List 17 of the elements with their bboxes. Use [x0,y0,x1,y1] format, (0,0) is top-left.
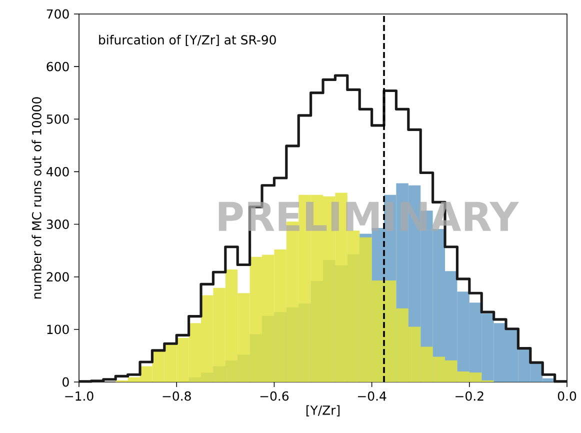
y-tick-label: 500 [46,114,69,124]
x-tick-label: −0.6 [260,391,289,401]
y-tick-label: 0 [62,377,69,387]
x-tick-label: −0.2 [456,391,484,401]
y-axis-title: number of MC runs out of 10000 [32,97,42,298]
x-tick-label: 0.0 [558,391,576,401]
x-tick-label: −1.0 [65,391,94,401]
x-axis-title: [Y/Zr] [306,405,340,416]
y-tick-label: 700 [46,9,69,19]
y-tick-label: 300 [46,220,69,229]
x-tick-label: −0.4 [358,391,386,401]
y-tick-label: 600 [46,62,69,72]
x-tick-label: −0.8 [162,391,191,401]
y-tick-label: 100 [47,324,69,334]
y-tick-label: 400 [46,166,69,176]
annotation: bifurcation of [Y/Zr] at SR-90 [99,34,276,46]
y-tick-label: 200 [46,272,69,282]
